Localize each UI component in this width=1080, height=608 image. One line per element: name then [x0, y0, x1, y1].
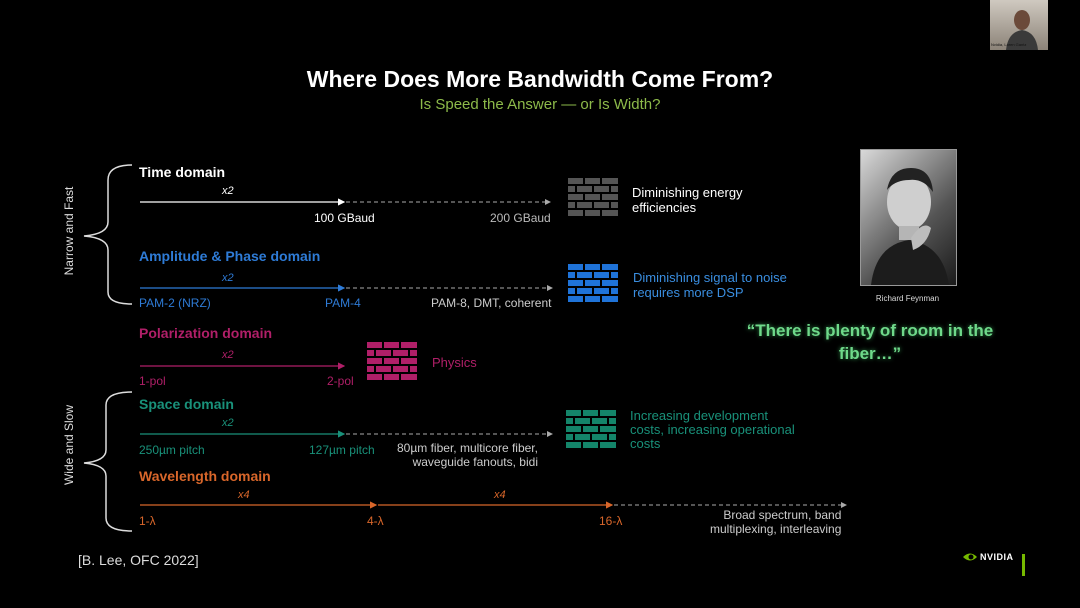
slide-subtitle: Is Speed the Answer — or Is Width?	[419, 96, 661, 113]
wave-note: Broad spectrum, band multiplexing, inter…	[710, 508, 841, 536]
time-note-line-2: efficiencies	[632, 200, 697, 215]
time-note-line-1: Diminishing energy	[632, 185, 743, 200]
nvidia-logo: NVIDIA	[963, 552, 1014, 562]
space-label-250um: 250µm pitch	[139, 443, 205, 457]
space-domain-title: Space domain	[139, 396, 234, 412]
pol-label-1pol: 1-pol	[139, 374, 166, 388]
quote-line-1: “There is plenty of room in the	[746, 321, 994, 340]
wave-label-16lambda: 16-λ	[599, 514, 623, 528]
citation: [B. Lee, OFC 2022]	[78, 552, 199, 568]
amp-label-pam8: PAM-8, DMT, coherent	[431, 296, 552, 310]
portrait-figure-icon	[871, 168, 949, 285]
quote-line-2: fiber…”	[838, 344, 902, 363]
space-wall-icon	[566, 410, 616, 448]
space-note-line-3: costs	[630, 436, 661, 451]
wave-label-4lambda: 4-λ	[367, 514, 384, 528]
pol-note: Physics	[432, 355, 477, 370]
webcam-thumbnail[interactable]: Nvidia, Loren Gantz	[990, 0, 1048, 50]
amp-multiplier: x2	[222, 272, 234, 284]
feynman-quote: “There is plenty of room in the fiber…”	[720, 319, 1020, 365]
brace-narrow-fast	[83, 164, 133, 305]
wave-domain-title: Wavelength domain	[139, 468, 271, 484]
pol-multiplier: x2	[222, 349, 234, 361]
space-label-80um-line-2: waveguide fanouts, bidi	[412, 455, 538, 469]
nvidia-green-bar	[1022, 554, 1025, 576]
amp-note-line-1: Diminishing signal to noise	[633, 270, 787, 285]
space-note-line-1: Increasing development	[630, 408, 769, 423]
amp-wall-icon	[568, 264, 618, 302]
brace-wide-slow	[83, 391, 133, 532]
webcam-label: Nvidia, Loren Gantz	[991, 42, 1027, 47]
amp-label-pam4: PAM-4	[325, 296, 361, 310]
time-wall-icon	[568, 178, 618, 216]
wave-label-1lambda: 1-λ	[139, 514, 156, 528]
amp-note-line-2: requires more DSP	[633, 285, 744, 300]
pol-wall-icon	[367, 342, 417, 380]
pol-domain-title: Polarization domain	[139, 325, 273, 341]
amp-note: Diminishing signal to noise requires mor…	[633, 270, 787, 300]
time-label-200gbaud: 200 GBaud	[490, 211, 551, 225]
portrait-caption: Richard Feynman	[875, 294, 940, 303]
space-multiplier: x2	[222, 417, 234, 429]
feynman-portrait	[860, 149, 957, 286]
wave-multiplier-a: x4	[238, 489, 250, 501]
nvidia-logo-text: NVIDIA	[980, 552, 1014, 562]
amp-domain-title: Amplitude & Phase domain	[139, 248, 321, 264]
time-domain-title: Time domain	[139, 164, 226, 180]
space-label-127um: 127µm pitch	[309, 443, 375, 457]
pol-label-2pol: 2-pol	[327, 374, 354, 388]
space-label-80um-line-1: 80µm fiber, multicore fiber,	[397, 441, 538, 455]
wave-multiplier-b: x4	[494, 489, 506, 501]
space-note-line-2: costs, increasing operational	[630, 422, 795, 437]
space-note: Increasing development costs, increasing…	[630, 409, 795, 451]
nvidia-eye-icon	[963, 553, 977, 561]
time-note: Diminishing energy efficiencies	[632, 185, 743, 215]
webcam-person-icon	[1006, 10, 1038, 50]
wave-note-line-2: multiplexing, interleaving	[710, 522, 842, 536]
time-label-100gbaud: 100 GBaud	[314, 211, 375, 225]
amp-label-pam2: PAM-2 (NRZ)	[139, 296, 211, 310]
wave-note-line-1: Broad spectrum, band	[723, 508, 842, 522]
slide-title: Where Does More Bandwidth Come From?	[306, 66, 774, 92]
time-multiplier: x2	[222, 185, 234, 197]
space-label-80um: 80µm fiber, multicore fiber, waveguide f…	[397, 441, 538, 469]
